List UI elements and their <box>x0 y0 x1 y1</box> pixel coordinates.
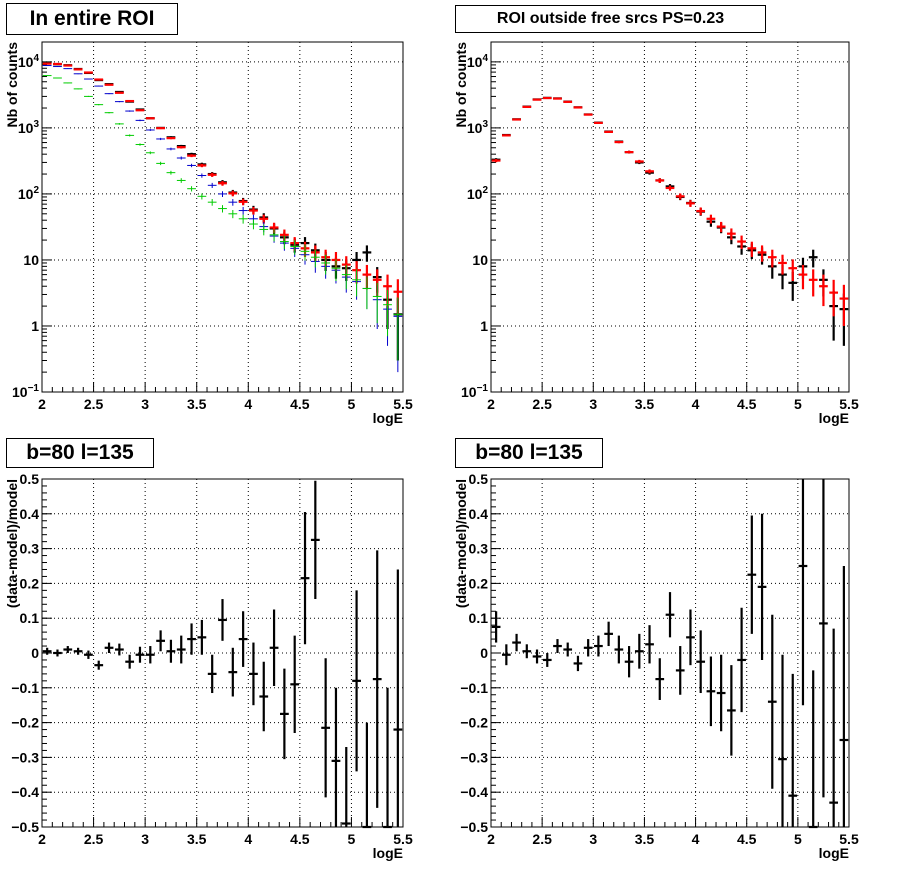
plot-frame <box>490 478 850 828</box>
x-tick-label: 4.5 <box>290 831 310 847</box>
x-tick-label: 5 <box>348 396 356 412</box>
x-tick-label: 3 <box>141 396 149 412</box>
y-tick-label: 10−1 <box>461 383 488 400</box>
x-tick-label: 2 <box>38 831 46 847</box>
x-tick-label: 3.5 <box>635 396 655 412</box>
chart-title: b=80 l=135 <box>6 438 154 468</box>
y-tick-label: −0.4 <box>460 784 488 800</box>
y-tick-label: 1 <box>31 318 39 334</box>
y-tick-label: −0.1 <box>11 680 39 696</box>
plot-panel: 2 2.5 3 3.5 4 4.5 5 5.5 −0.5 −0.4 −0.3 −0.2 −0.1 0 0.1… <box>453 471 859 861</box>
y-tick-label: 0.3 <box>469 541 489 557</box>
y-tick-label: 0.4 <box>469 506 489 522</box>
x-tick-label: 3 <box>589 831 597 847</box>
data-series <box>42 75 403 361</box>
y-tick-label: 0.3 <box>20 541 40 557</box>
plot-area <box>491 42 849 392</box>
x-tick-label: 5.5 <box>393 831 413 847</box>
x-tick-label: 3.5 <box>187 831 207 847</box>
y-axis-label: Nb of counts <box>453 42 469 128</box>
y-tick-label: 104 <box>18 53 40 70</box>
data-series <box>491 96 849 326</box>
y-axis-label: Nb of counts <box>4 42 20 128</box>
y-tick-label: 102 <box>18 185 40 202</box>
plot-panel: 2 2.5 3 3.5 4 4.5 5 5.5 10−1 1 10 102 103 104 logE Nb o… <box>453 41 859 426</box>
plot-frame <box>490 41 850 393</box>
x-axis-label: logE <box>819 410 849 426</box>
y-tick-label: −0.1 <box>460 680 488 696</box>
x-tick-label: 3 <box>141 831 149 847</box>
y-tick-label: 104 <box>467 53 489 70</box>
x-axis-label: logE <box>373 845 403 861</box>
y-axis-label: (data-model)/model <box>4 479 20 608</box>
x-tick-label: 2.5 <box>84 396 104 412</box>
chart-title: b=80 l=135 <box>455 438 603 468</box>
x-tick-label: 3.5 <box>187 396 207 412</box>
x-tick-label: 4.5 <box>737 831 757 847</box>
y-tick-label: 10−1 <box>12 383 39 400</box>
x-tick-label: 4 <box>244 396 252 412</box>
x-axis-label: logE <box>819 845 849 861</box>
x-tick-label: 2.5 <box>532 831 552 847</box>
y-tick-label: 0.5 <box>20 471 40 487</box>
x-tick-label: 5 <box>348 831 356 847</box>
x-tick-label: 3.5 <box>635 831 655 847</box>
x-tick-label: 5.5 <box>393 396 413 412</box>
x-tick-label: 2.5 <box>84 831 104 847</box>
y-tick-label: 0 <box>31 645 39 661</box>
y-tick-label: 0.2 <box>469 575 489 591</box>
plot-panel: 2 2.5 3 3.5 4 4.5 5 5.5 −0.5 −0.4 −0.3 −0.2 −0.1 0 0.1… <box>4 471 413 861</box>
plot-frame <box>41 41 404 393</box>
y-tick-label: −0.3 <box>11 749 39 765</box>
y-tick-label: 10 <box>23 252 39 268</box>
x-tick-label: 4 <box>692 831 700 847</box>
y-tick-label: 103 <box>18 119 40 136</box>
x-tick-label: 5.5 <box>839 831 859 847</box>
x-tick-label: 2 <box>38 396 46 412</box>
y-tick-label: −0.5 <box>460 819 488 835</box>
data-series <box>491 479 849 829</box>
y-tick-label: 0.4 <box>20 506 40 522</box>
y-tick-label: −0.4 <box>11 784 39 800</box>
data-series <box>42 480 403 829</box>
y-tick-label: −0.3 <box>460 749 488 765</box>
y-tick-label: 1 <box>480 318 488 334</box>
y-tick-label: −0.2 <box>11 715 39 731</box>
chart-title: ROI outside free srcs PS=0.23 <box>455 5 766 33</box>
chart-title: In entire ROI <box>6 3 178 35</box>
plot-panel: 2 2.5 3 3.5 4 4.5 5 5.5 10−1 1 10 102 103 104 logE Nb o… <box>4 41 413 426</box>
y-tick-label: 0 <box>480 645 488 661</box>
x-tick-label: 5 <box>794 831 802 847</box>
x-tick-label: 4.5 <box>290 396 310 412</box>
x-tick-label: 2 <box>487 396 495 412</box>
plot-area <box>491 479 849 827</box>
y-tick-label: 0.1 <box>469 610 489 626</box>
plot-frame <box>41 478 404 828</box>
y-tick-label: 0.5 <box>469 471 489 487</box>
plot-area <box>42 42 403 392</box>
x-tick-label: 5 <box>794 396 802 412</box>
x-tick-label: 5.5 <box>839 396 859 412</box>
x-tick-label: 4 <box>244 831 252 847</box>
y-tick-label: 102 <box>467 185 489 202</box>
y-axis-label: (data-model)/model <box>453 479 469 608</box>
x-axis-label: logE <box>373 410 403 426</box>
x-tick-label: 2 <box>487 831 495 847</box>
y-tick-label: 103 <box>467 119 489 136</box>
x-tick-label: 4.5 <box>737 396 757 412</box>
x-tick-label: 2.5 <box>532 396 552 412</box>
y-tick-label: −0.5 <box>11 819 39 835</box>
y-tick-label: −0.2 <box>460 715 488 731</box>
x-tick-label: 3 <box>589 396 597 412</box>
y-tick-label: 0.1 <box>20 610 40 626</box>
x-tick-label: 4 <box>692 396 700 412</box>
y-tick-label: 0.2 <box>20 575 40 591</box>
y-tick-label: 10 <box>472 252 488 268</box>
